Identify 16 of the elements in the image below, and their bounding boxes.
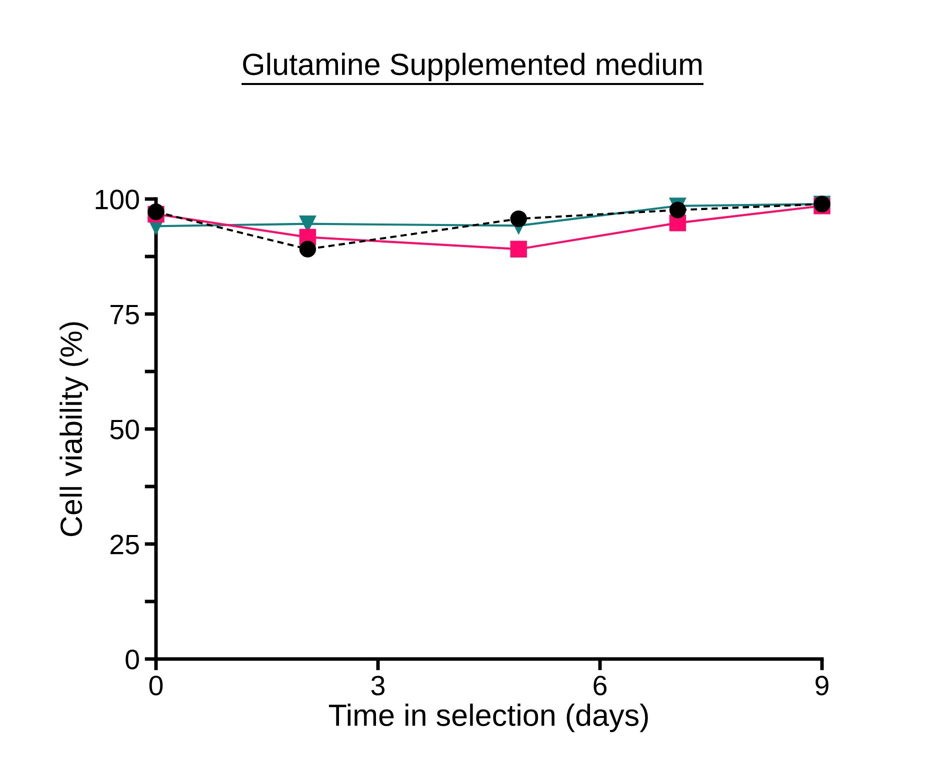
y-axis-title: Cell viability (%) (60, 322, 88, 536)
x-tick-label: 3 (371, 676, 385, 696)
y-tick-label: 100 (96, 190, 139, 210)
x-tick-label: 6 (594, 676, 607, 696)
y-tick-label: 25 (110, 534, 139, 554)
point (669, 202, 686, 218)
point (510, 240, 527, 258)
y-tick-label: 50 (110, 420, 139, 440)
x-tick-label: 0 (149, 676, 163, 696)
point (510, 210, 527, 228)
y-tick-label: 75 (110, 304, 139, 324)
x-axis-title: Time in selection (days) (328, 704, 648, 732)
x-tick-label: 9 (816, 676, 828, 696)
point (299, 240, 316, 258)
y-tick-label: 0 (126, 650, 139, 670)
chart-title: Glutamine Supplemented medium (243, 52, 702, 82)
